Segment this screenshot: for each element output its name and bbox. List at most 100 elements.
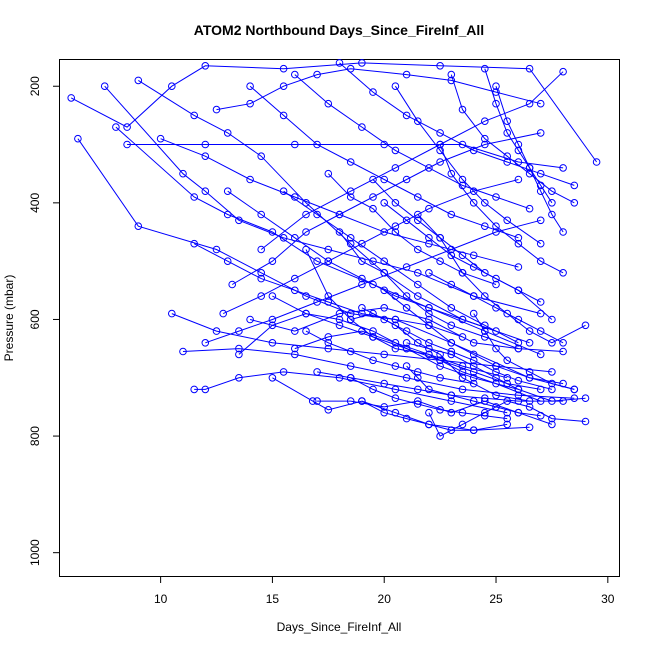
data-point bbox=[380, 315, 389, 324]
data-point bbox=[402, 327, 411, 335]
data-point bbox=[458, 333, 467, 341]
data-point bbox=[425, 234, 433, 242]
data-point bbox=[492, 304, 500, 312]
data-point bbox=[447, 70, 456, 79]
series-line bbox=[361, 307, 553, 390]
data-point bbox=[492, 222, 500, 230]
data-point bbox=[447, 339, 456, 347]
data-point bbox=[223, 257, 232, 266]
data-point bbox=[436, 129, 444, 137]
data-point bbox=[425, 164, 433, 172]
data-point bbox=[536, 411, 545, 420]
data-point bbox=[548, 379, 556, 388]
data-point bbox=[402, 414, 411, 423]
data-point bbox=[447, 76, 456, 85]
data-point bbox=[503, 158, 512, 166]
series-line bbox=[305, 330, 474, 385]
y-axis-label: Pressure (mbar) bbox=[2, 275, 16, 362]
data-point bbox=[503, 379, 512, 388]
data-point bbox=[447, 210, 456, 219]
data-point bbox=[291, 327, 299, 335]
data-point bbox=[469, 263, 478, 271]
series-42 bbox=[335, 59, 579, 190]
data-point bbox=[302, 210, 310, 219]
data-point bbox=[346, 397, 355, 405]
data-point bbox=[402, 70, 411, 79]
data-point bbox=[291, 234, 299, 242]
data-point bbox=[335, 315, 344, 324]
data-point bbox=[469, 251, 478, 260]
series-32 bbox=[447, 70, 579, 207]
data-point bbox=[481, 140, 489, 149]
series-line bbox=[249, 307, 564, 352]
data-point bbox=[279, 111, 288, 120]
data-point bbox=[391, 164, 400, 172]
data-point bbox=[335, 59, 344, 67]
series-9 bbox=[190, 368, 512, 417]
series-line bbox=[115, 126, 541, 355]
data-point bbox=[123, 123, 131, 131]
data-point bbox=[358, 274, 366, 283]
data-point bbox=[469, 368, 478, 376]
y-tick-label: 800 bbox=[28, 426, 42, 446]
data-point bbox=[279, 64, 288, 73]
series-7 bbox=[168, 309, 556, 376]
series-3 bbox=[100, 82, 545, 318]
data-point bbox=[201, 385, 210, 394]
data-point bbox=[324, 245, 333, 254]
series-line bbox=[383, 202, 541, 303]
series-50 bbox=[346, 374, 512, 423]
data-point bbox=[380, 257, 389, 266]
data-point bbox=[235, 374, 243, 382]
data-point bbox=[402, 339, 411, 347]
data-point bbox=[503, 152, 512, 160]
series-48 bbox=[425, 269, 567, 347]
data-point bbox=[190, 239, 198, 248]
series-line bbox=[227, 190, 497, 332]
data-point bbox=[503, 216, 512, 225]
data-point bbox=[425, 309, 433, 318]
data-point bbox=[514, 315, 523, 324]
data-point bbox=[291, 193, 299, 201]
data-point bbox=[492, 362, 500, 370]
series-49 bbox=[481, 64, 556, 207]
series-line bbox=[484, 68, 553, 204]
data-point bbox=[514, 408, 523, 417]
data-point bbox=[436, 257, 444, 266]
data-point bbox=[503, 414, 512, 423]
data-point bbox=[525, 64, 534, 73]
series-line bbox=[339, 62, 575, 186]
data-point bbox=[525, 204, 534, 213]
data-point bbox=[346, 193, 355, 201]
data-point bbox=[112, 123, 120, 131]
series-line bbox=[406, 365, 541, 417]
data-point bbox=[335, 228, 344, 236]
data-point bbox=[536, 216, 545, 225]
data-point bbox=[458, 315, 467, 324]
data-point bbox=[335, 309, 344, 318]
data-point bbox=[492, 274, 500, 283]
data-point bbox=[469, 356, 478, 365]
data-point bbox=[414, 292, 422, 300]
data-point bbox=[246, 175, 254, 184]
series-line bbox=[406, 342, 586, 402]
series-36 bbox=[246, 82, 523, 242]
data-point bbox=[425, 269, 433, 277]
series-line bbox=[138, 79, 530, 344]
series-line bbox=[294, 74, 530, 210]
data-point bbox=[391, 199, 400, 207]
data-point bbox=[257, 292, 266, 300]
data-point bbox=[228, 280, 236, 289]
series-5 bbox=[123, 140, 567, 172]
data-point bbox=[369, 204, 377, 213]
data-point bbox=[358, 257, 366, 266]
data-point bbox=[447, 251, 456, 260]
data-point bbox=[391, 321, 400, 330]
data-point bbox=[358, 309, 366, 318]
data-point bbox=[391, 222, 400, 230]
data-point bbox=[425, 420, 433, 429]
data-point bbox=[458, 368, 467, 376]
series-line bbox=[193, 243, 463, 338]
data-point bbox=[324, 333, 333, 341]
series-10 bbox=[212, 64, 545, 114]
